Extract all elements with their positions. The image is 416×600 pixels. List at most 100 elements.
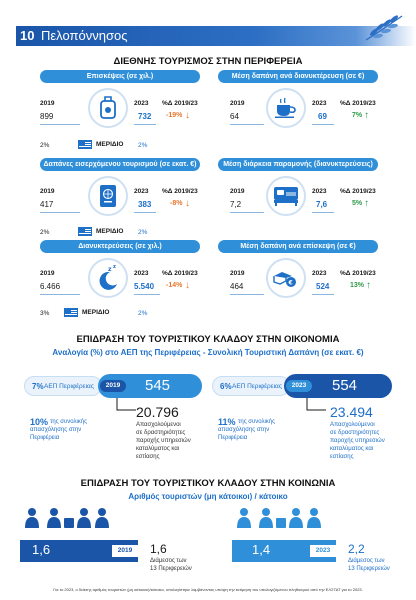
pct-change-label: %Δ 2019/23 — [340, 188, 376, 195]
divider — [230, 124, 264, 125]
divider — [40, 124, 80, 125]
median-text-1: Διάμεσος των — [348, 558, 385, 564]
jobs-text-4: καταλύματος και — [330, 446, 374, 452]
year-2023-label: 2023 — [312, 270, 327, 277]
card-title: Διανυκτερεύσεις (σε χιλ.) — [40, 240, 200, 253]
economy-section-subtitle: Αναλογία (%) στο ΑΕΠ της Περιφέρειας - Σ… — [52, 348, 364, 357]
greek-flag-icon — [78, 140, 92, 149]
bed-icon — [274, 187, 298, 206]
gdp-share-label: ΑΕΠ Περιφέρειας — [44, 383, 94, 390]
divider — [134, 294, 160, 295]
gdp-share-pct: 6% — [220, 382, 232, 391]
value-2023: 5.540 — [134, 282, 155, 291]
arrow-up-icon: ↑ — [366, 280, 371, 291]
arrow-down-icon: ↓ — [185, 110, 190, 121]
employment-text-1: της συνολικής — [50, 419, 88, 425]
share-2023: 2% — [138, 142, 148, 149]
society-section-title: ΕΠΙΔΡΑΣΗ ΤΟΥ ΤΟΥΡΙΣΤΙΚΟΥ ΚΛΑΔΟΥ ΣΤΗΝ ΚΟΙ… — [80, 478, 336, 489]
page-title: Πελοπόννησος — [41, 28, 128, 43]
connector-line — [116, 398, 136, 411]
jobs-text-5: εστίασης — [330, 454, 354, 460]
pct-change-value: 5% — [352, 200, 363, 207]
svg-text:z: z — [108, 266, 112, 273]
arrow-down-icon: ↓ — [185, 198, 190, 209]
pct-change-value: 13% — [350, 282, 365, 289]
value-2023: 732 — [138, 112, 152, 121]
card-title: Μέση δαπάνη ανά διανυκτέρευση (σε €) — [218, 70, 378, 83]
employment-pct: 11% — [218, 417, 236, 427]
value-2023: 524 — [316, 282, 330, 291]
year-2019-label: 2019 — [230, 188, 245, 195]
jobs-value: 20.796 — [136, 404, 179, 420]
greek-flag-icon — [78, 227, 92, 236]
society-section-subtitle: Αριθμός τουριστών (μη κάτοικοι) / κάτοικ… — [128, 492, 288, 501]
year-2019-label: 2019 — [40, 100, 55, 107]
year-badge: 2019 — [112, 545, 138, 557]
year-2023-label: 2023 — [312, 100, 327, 107]
divider — [312, 212, 334, 213]
employment-text-3: Περιφέρεια — [218, 435, 248, 441]
svg-text:€: € — [288, 280, 293, 287]
arrow-down-icon: ↓ — [185, 280, 190, 291]
luggage-icon — [100, 96, 116, 119]
year-badge: 2023 — [310, 545, 336, 557]
share-2019: 3% — [40, 310, 50, 317]
year-2019-label: 2019 — [40, 188, 55, 195]
pct-change-label: %Δ 2019/23 — [340, 100, 376, 107]
pct-change-label: %Δ 2019/23 — [162, 188, 198, 195]
ratio-bar — [20, 540, 138, 562]
pct-change-label: %Δ 2019/23 — [340, 270, 376, 277]
pct-change-value: -8% — [170, 200, 183, 207]
passport-icon — [100, 185, 116, 207]
jobs-text-5: εστίασης — [136, 454, 160, 460]
coffee-cup-icon — [275, 97, 296, 118]
year-2023-label: 2023 — [134, 100, 149, 107]
value-2019: 464 — [230, 282, 244, 291]
svg-text:z: z — [113, 264, 116, 270]
employment-text-1: της συνολικής — [238, 419, 276, 425]
share-2023: 2% — [138, 229, 148, 236]
jobs-text-2: σε δραστηριότητες — [330, 430, 380, 436]
jobs-text-3: παροχής υπηρεσιών — [330, 438, 385, 444]
year-2019-label: 2019 — [40, 270, 55, 277]
employment-text-2: απασχόλησης στην — [218, 427, 270, 433]
year-2023-label: 2023 — [134, 270, 149, 277]
arrow-up-icon: ↑ — [364, 198, 369, 209]
divider — [134, 212, 156, 213]
pct-change-value: -14% — [166, 282, 183, 289]
spending-value: 545 — [145, 377, 171, 394]
header-bar — [16, 26, 416, 46]
footnote: Για το 2023, ο δείκτης αριθμός τουριστών… — [53, 587, 363, 592]
median-text-2: 13 Περιφερειών — [348, 566, 390, 572]
share-label: ΜΕΡΙΔΙΟ — [96, 228, 124, 235]
gdp-share-pct: 7% — [32, 382, 44, 391]
divider — [312, 294, 334, 295]
card-title: Μέση διάρκεια παραμονής (διανυκτερεύσεις… — [218, 158, 378, 171]
year-2023-label: 2023 — [312, 188, 327, 195]
value-2023: 383 — [138, 200, 152, 209]
spending-value: 554 — [332, 377, 358, 394]
year-badge: 2023 — [286, 380, 312, 392]
tourism-section-title: ΔΙΕΘΝΗΣ ΤΟΥΡΙΣΜΟΣ ΣΤΗΝ ΠΕΡΙΦΕΡΕΙΑ — [113, 56, 303, 67]
value-2019: 6.466 — [40, 282, 61, 291]
divider — [312, 124, 334, 125]
median-value: 1,6 — [150, 542, 167, 556]
year-2019-label: 2019 — [230, 270, 245, 277]
value-2019: 417 — [40, 200, 54, 209]
value-2019: 64 — [230, 112, 239, 121]
card-title: Μέση δαπάνη ανά επίσκεψη (σε €) — [218, 240, 378, 253]
employment-pct: 10% — [30, 417, 49, 427]
arrow-up-icon: ↑ — [364, 110, 369, 121]
page-header: 10 Πελοπόννησος — [0, 0, 416, 48]
share-2019: 2% — [40, 142, 50, 149]
moon-icon: z z — [99, 264, 117, 290]
jobs-text-3: παροχής υπηρεσιών — [136, 438, 191, 444]
share-label: ΜΕΡΙΔΙΟ — [82, 309, 110, 316]
median-text-1: Διάμεσος των — [150, 558, 187, 564]
card-title: Επισκέψεις (σε χιλ.) — [40, 70, 200, 83]
value-2019: 899 — [40, 112, 54, 121]
jobs-text-4: καταλύματος και — [136, 446, 180, 452]
pct-change-label: %Δ 2019/23 — [162, 270, 198, 277]
value-2019: 7,2 — [230, 200, 242, 209]
greek-flag-icon — [64, 308, 78, 317]
